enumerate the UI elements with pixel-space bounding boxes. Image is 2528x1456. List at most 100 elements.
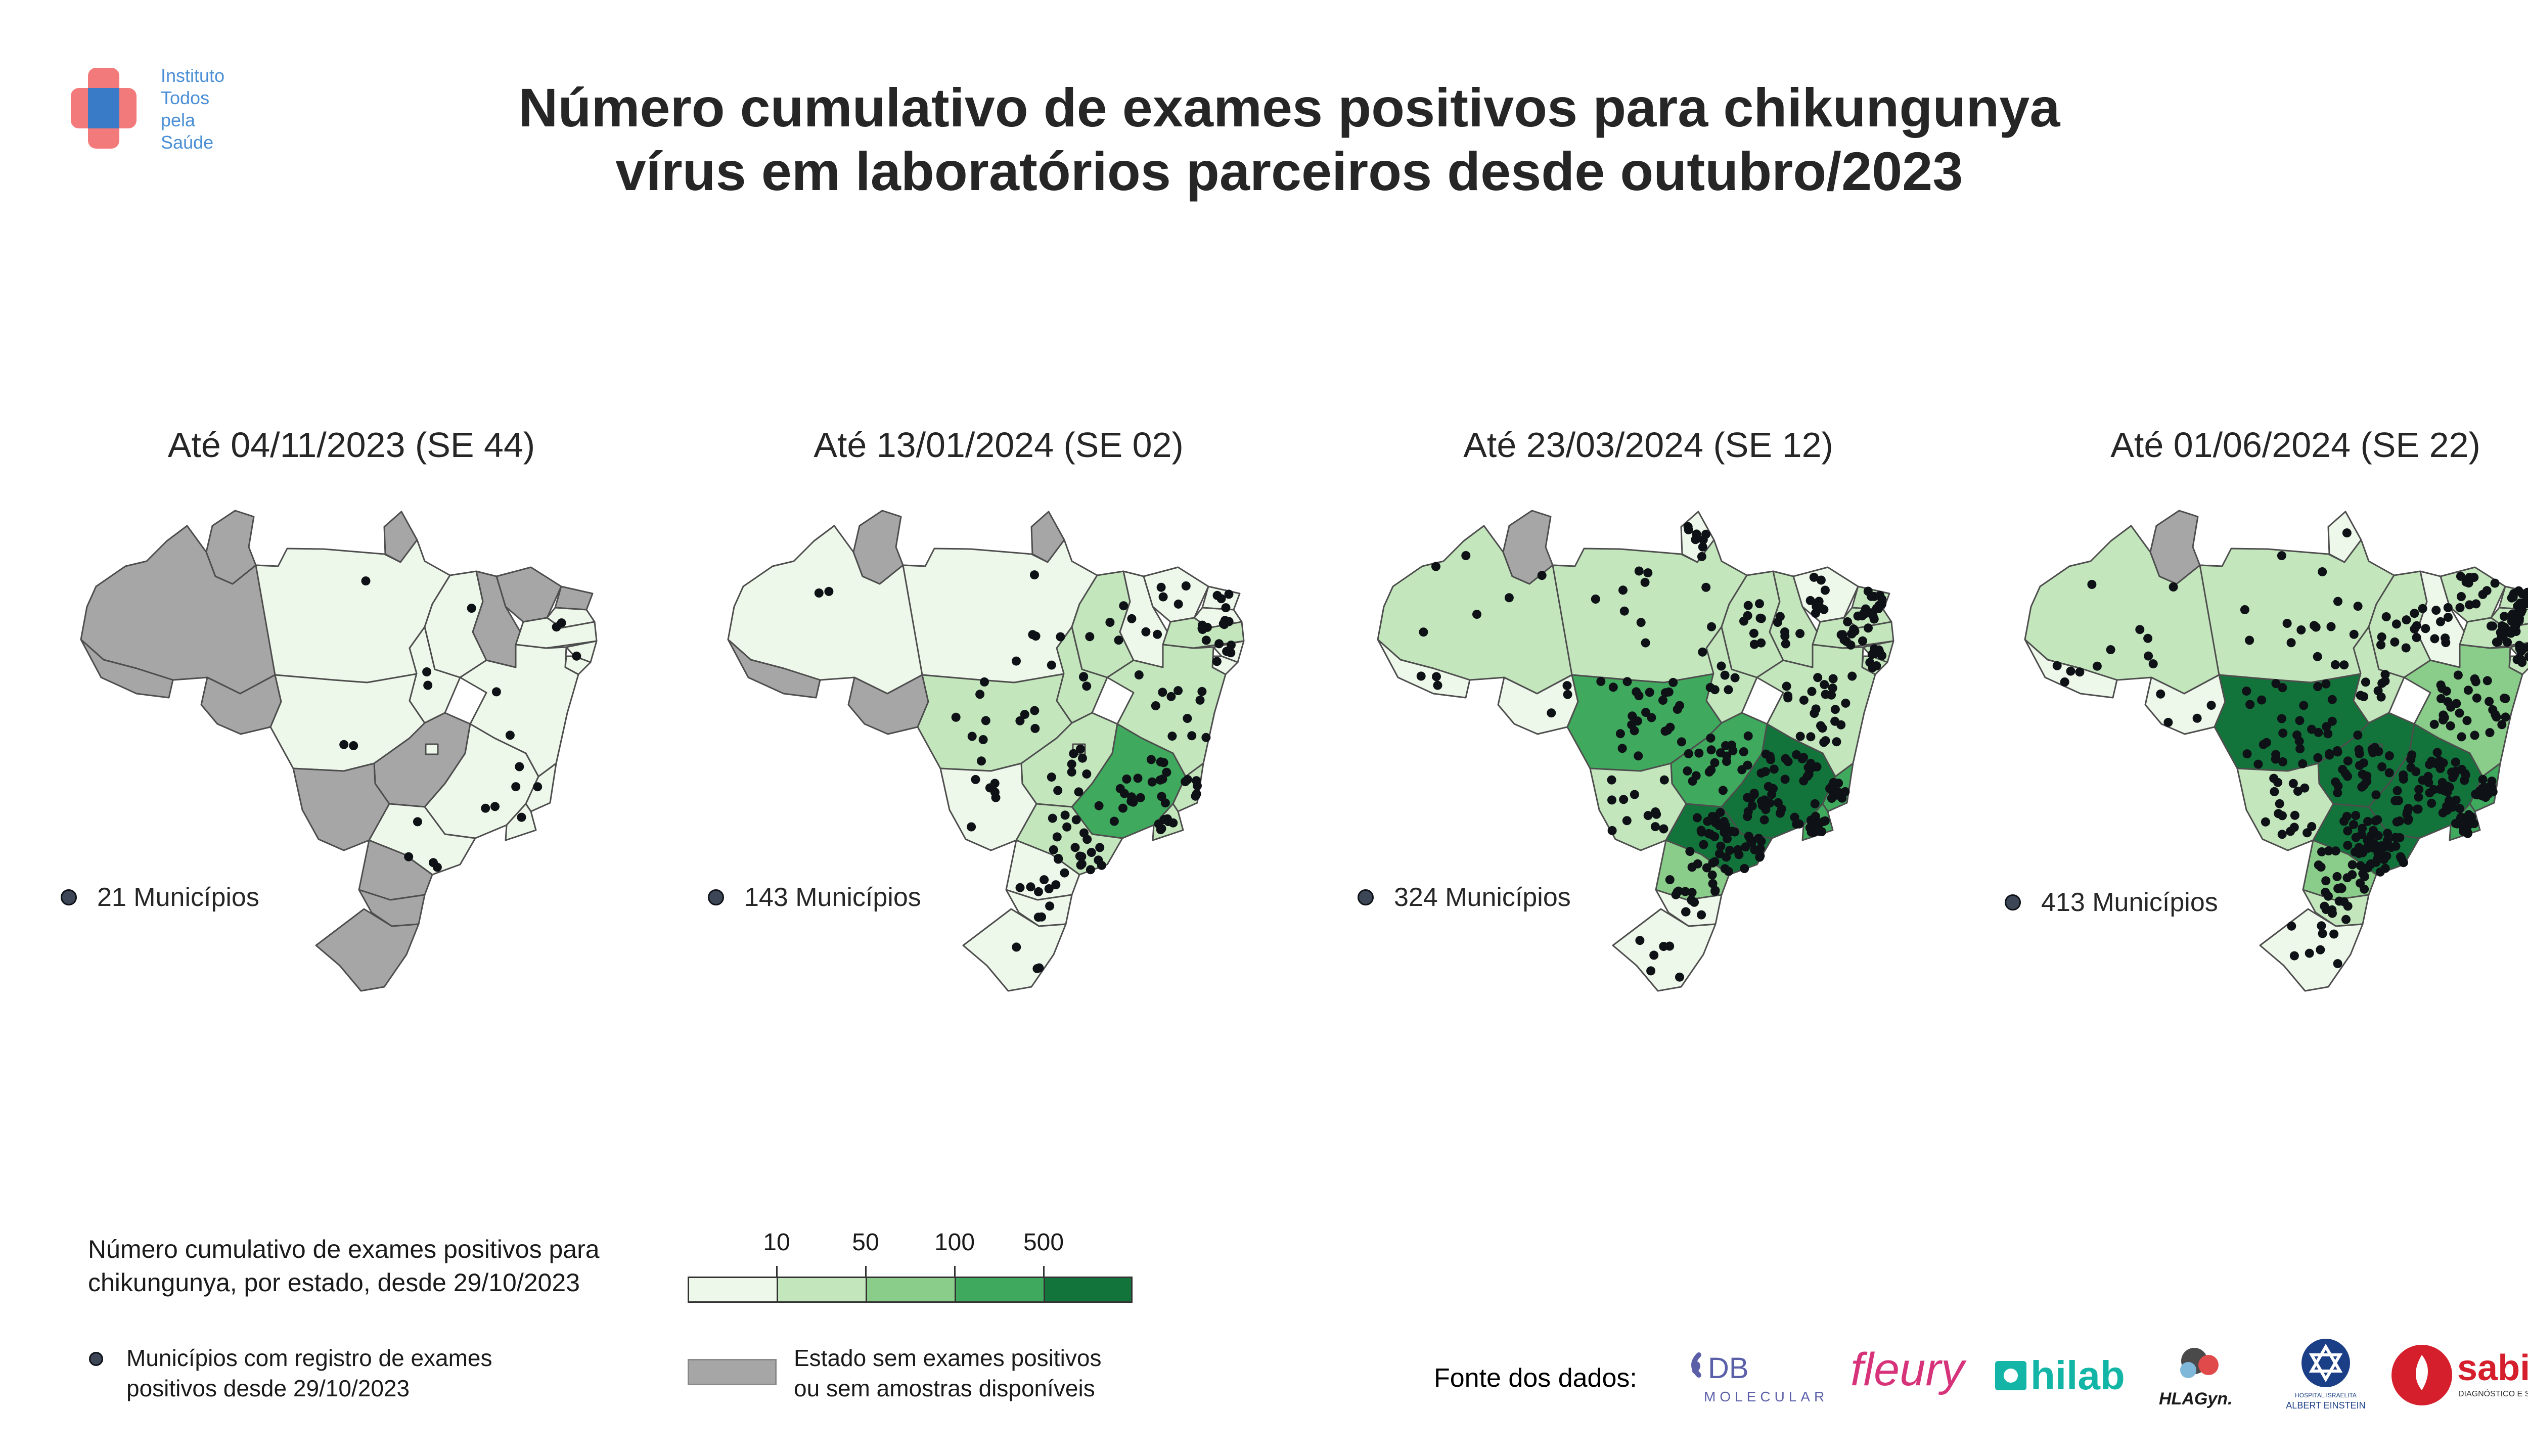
municipio-marker [2391, 619, 2401, 629]
municipio-marker [1197, 620, 1207, 630]
municipio-marker [2359, 780, 2369, 790]
municipio-marker [1747, 801, 1757, 810]
municipio-marker [1047, 772, 1056, 782]
municipio-marker [1086, 865, 1095, 875]
municipio-marker [2501, 694, 2510, 703]
municipio-marker [2278, 729, 2288, 738]
brand-line: Instituto [161, 65, 225, 86]
municipio-marker [1075, 744, 1085, 754]
panel-title: Até 23/03/2024 (SE 12) [1463, 425, 1833, 465]
municipio-marker [2451, 757, 2460, 767]
municipio-marker [557, 618, 566, 628]
municipio-marker [533, 782, 543, 792]
municipio-marker [1806, 732, 1816, 742]
municipio-marker [2277, 551, 2286, 561]
municipio-marker [361, 576, 371, 586]
municipio-marker [1710, 887, 1720, 896]
municipio-marker [1591, 595, 1600, 604]
municipio-marker [2295, 716, 2305, 725]
municipio-marker [1643, 811, 1653, 821]
municipio-marker [1867, 650, 1877, 659]
municipio-marker [1114, 635, 1123, 645]
municipio-marker [1619, 606, 1629, 616]
municipio-marker [2371, 816, 2380, 826]
municipio-marker [1032, 964, 1042, 973]
brand-line: pela [161, 110, 196, 130]
municipio-marker [1432, 672, 1441, 681]
no-data-swatch [688, 1359, 777, 1385]
title-line-2: vírus em laboratórios parceiros desde ou… [615, 141, 1963, 202]
municipio-marker [1074, 787, 1084, 797]
municipio-marker [2363, 843, 2372, 852]
municipio-marker [2383, 839, 2392, 848]
scale-tick-label: 500 [1023, 1229, 1064, 1256]
municipio-marker [2351, 833, 2361, 842]
state-df [425, 743, 439, 755]
scale-tick-label: 50 [852, 1229, 879, 1256]
municipio-marker [1874, 604, 1883, 613]
municipio-marker [1814, 597, 1824, 606]
municipios-count-label: 143 Municípios [744, 883, 921, 912]
municipio-marker [2270, 787, 2279, 796]
municipio-marker [1832, 737, 1841, 747]
municipio-marker [1077, 852, 1087, 861]
municipio-marker [1634, 751, 1643, 761]
municipio-marker [2430, 634, 2440, 644]
municipio-marker [1067, 767, 1076, 777]
municipio-marker [1664, 687, 1674, 697]
municipio-marker [2298, 759, 2308, 768]
municipio-marker [1759, 815, 1769, 825]
municipio-marker [2369, 826, 2378, 835]
municipio-marker [2451, 766, 2461, 776]
municipio-marker [1725, 846, 1735, 855]
municipios-count-label: 324 Municípios [1394, 883, 1571, 912]
municipio-marker [1809, 572, 1819, 582]
municipio-marker [1714, 821, 1724, 830]
municipio-marker [2470, 674, 2479, 684]
municipio-marker [1070, 843, 1080, 852]
municipio-marker [1858, 636, 1867, 646]
municipio-marker [1681, 887, 1690, 896]
sabin-logo: sabin DIAGNÓSTICO E SAÚDE [2386, 1335, 2528, 1416]
municipio-marker [1472, 610, 1481, 619]
municipio-marker [1643, 568, 1653, 578]
municipio-marker [2435, 764, 2445, 774]
municipio-marker [1195, 695, 1205, 705]
municipio-marker [1166, 692, 1176, 701]
municipio-marker [2427, 798, 2436, 808]
hlagyn-text: HLAGyn. [2159, 1389, 2232, 1408]
municipio-marker [1128, 797, 1138, 807]
municipio-marker [2380, 670, 2390, 679]
municipio-marker [1714, 849, 1724, 858]
sabin-sub-text: DIAGNÓSTICO E SAÚDE [2458, 1389, 2528, 1398]
municipio-marker [2331, 660, 2340, 669]
municipio-marker [2060, 677, 2069, 687]
municipio-marker [2287, 921, 2296, 931]
municipio-marker [1649, 950, 1659, 960]
municipio-marker [1641, 638, 1650, 648]
municipio-marker [1147, 777, 1157, 787]
municipio-marker [1720, 670, 1730, 680]
municipio-marker [2286, 638, 2296, 648]
municipio-marker [1697, 910, 1706, 920]
municipio-marker [1635, 936, 1645, 945]
municipio-marker [2052, 661, 2062, 670]
municipio-marker [2293, 787, 2303, 796]
municipio-marker [2314, 860, 2323, 870]
municipio-marker [2295, 744, 2305, 754]
municipio-marker [2436, 617, 2445, 626]
brand-line: Todos [161, 87, 210, 108]
municipio-marker [1608, 682, 1618, 692]
municipio-marker [490, 802, 500, 811]
municipio-marker [2341, 915, 2351, 924]
municipio-marker [2511, 621, 2520, 630]
municipio-marker [2414, 785, 2424, 794]
municipio-marker [1082, 681, 1092, 691]
municipio-marker [977, 756, 986, 766]
municipio-marker [2482, 586, 2492, 596]
municipio-marker [2245, 635, 2254, 645]
municipio-marker [1049, 845, 1058, 854]
municipio-marker [2410, 624, 2419, 634]
municipio-marker [2452, 699, 2461, 708]
municipio-marker [1087, 848, 1096, 857]
